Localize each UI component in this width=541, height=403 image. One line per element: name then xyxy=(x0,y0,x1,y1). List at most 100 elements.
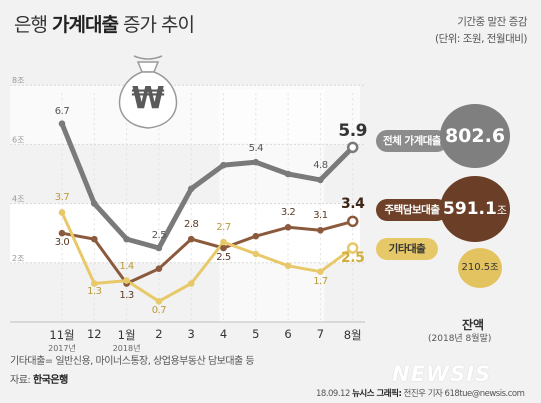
data-point xyxy=(284,170,292,178)
newsis-logo: NEWSIS xyxy=(392,362,492,386)
bag-tie xyxy=(133,55,163,60)
y-tick-label: 8조 xyxy=(12,76,24,85)
title-bold: 가계대출 xyxy=(52,14,119,36)
data-point xyxy=(187,185,195,193)
bag-neck xyxy=(136,61,160,73)
balance-other-value: 210.5 xyxy=(461,262,491,273)
data-point xyxy=(252,250,260,258)
x-tick-label: 1월 xyxy=(117,328,136,342)
bag-body xyxy=(118,71,178,129)
x-tick-label: 6 xyxy=(284,327,292,341)
data-point xyxy=(91,200,98,207)
legend-mortgage: 주택담보대출 xyxy=(376,199,448,221)
data-point xyxy=(91,235,98,243)
credit-line: 18.09.12 뉴시스 그래픽: 전진우 기자 618tue@newsis.c… xyxy=(316,387,525,399)
data-point xyxy=(187,235,195,243)
data-point xyxy=(317,226,324,234)
legend-total-label: 전체 가계대출 xyxy=(382,135,442,147)
data-point xyxy=(220,161,227,169)
source-label: 자료: xyxy=(10,375,31,386)
data-point xyxy=(187,280,195,287)
data-point xyxy=(58,120,66,127)
balance-other-unit: 조 xyxy=(490,263,499,273)
balance-mortgage-value: 591.1 xyxy=(443,199,497,219)
source-name: 한국은행 xyxy=(32,375,68,386)
page-title: 은행 가계대출 증가 추이 xyxy=(14,10,195,37)
value-label: 2.8 xyxy=(183,219,199,231)
balance-total-value: 802.6 xyxy=(444,125,506,147)
x-tick-label: 11월 xyxy=(49,328,75,342)
data-point xyxy=(284,262,292,270)
value-label: 2.7 xyxy=(216,222,231,234)
data-point xyxy=(91,280,98,287)
x-tick-label: 5 xyxy=(252,327,260,341)
value-label: 2.5 xyxy=(341,250,365,266)
value-label: 5.4 xyxy=(248,143,264,155)
won-symbol: ₩ xyxy=(131,81,164,116)
y-tick-label: 4조 xyxy=(12,195,24,204)
value-label: 1.3 xyxy=(87,285,102,297)
period-note: 기간중 말잔 증감 xyxy=(457,16,527,28)
credit-date: 18.09.12 xyxy=(316,389,350,399)
legend-other: 기타대출 xyxy=(376,238,438,260)
series-line-0 xyxy=(59,121,356,251)
value-label: 3.2 xyxy=(280,207,296,219)
value-label: 5.9 xyxy=(338,121,367,142)
value-label: 6.7 xyxy=(54,105,70,117)
y-tick-label: 6조 xyxy=(12,135,24,144)
data-point xyxy=(123,235,130,243)
x-tick-label: 7 xyxy=(316,327,325,341)
value-label: 3.0 xyxy=(54,237,70,249)
data-point xyxy=(346,242,359,254)
value-label: 1.3 xyxy=(119,289,134,301)
data-point xyxy=(220,238,227,246)
data-point xyxy=(346,215,359,228)
data-point xyxy=(317,176,324,184)
x-tick-label: 2 xyxy=(155,327,163,341)
data-point xyxy=(317,268,324,275)
series-line-2 xyxy=(60,211,355,303)
legend-total: 전체 가계대출 xyxy=(376,130,448,152)
title-suffix: 증가 추이 xyxy=(122,14,195,36)
x-tick-label: 12 xyxy=(86,327,102,341)
series-line-1 xyxy=(60,219,355,285)
value-label: 0.7 xyxy=(151,305,167,317)
balance-subtitle: (2018년 8월말) xyxy=(428,334,492,344)
data-point xyxy=(155,244,163,252)
x-tick-label: 3 xyxy=(187,327,195,341)
legend-other-label: 기타대출 xyxy=(388,243,426,255)
footnote: 기타대출= 일반신용, 마이너스통장, 상업용부동산 담보대출 등 xyxy=(10,356,255,367)
credit-agency: 뉴시스 그래픽: xyxy=(352,389,402,399)
credit-author: 전진우 기자 618tue@newsis.com xyxy=(403,389,525,399)
money-bag-icon: ₩ xyxy=(118,55,178,129)
year-label: 2017년 xyxy=(48,344,76,353)
data-point xyxy=(252,232,260,240)
data-point xyxy=(58,209,66,216)
data-point xyxy=(346,141,359,154)
year-label: 2018년 xyxy=(112,344,141,353)
value-label: 3.1 xyxy=(313,210,328,222)
source: 자료: 한국은행 xyxy=(10,371,68,386)
value-label: 4.8 xyxy=(313,159,328,171)
data-point xyxy=(220,244,227,252)
x-tick-label: 8월 xyxy=(343,328,362,342)
balance-other-circle: 210.5조 xyxy=(458,248,502,288)
balance-title: 잔액 xyxy=(462,318,485,332)
data-point xyxy=(155,265,163,273)
unit-note: (단위: 조원, 전월대비) xyxy=(434,33,528,45)
data-point xyxy=(252,158,260,166)
data-point xyxy=(284,223,292,231)
y-tick-label: 2조 xyxy=(12,254,24,263)
value-label: 3.4 xyxy=(341,196,365,213)
title-prefix: 은행 xyxy=(14,14,48,36)
data-point xyxy=(123,277,130,284)
legend-mortgage-label: 주택담보대출 xyxy=(384,204,440,216)
value-label: 2.5 xyxy=(216,252,231,263)
value-label: 1.7 xyxy=(313,275,328,287)
balance-total-circle: 802.6조 xyxy=(440,104,510,209)
value-label: 1.4 xyxy=(119,260,134,272)
highlight-column xyxy=(219,89,325,322)
balance-mortgage-unit: 조 xyxy=(496,204,507,217)
